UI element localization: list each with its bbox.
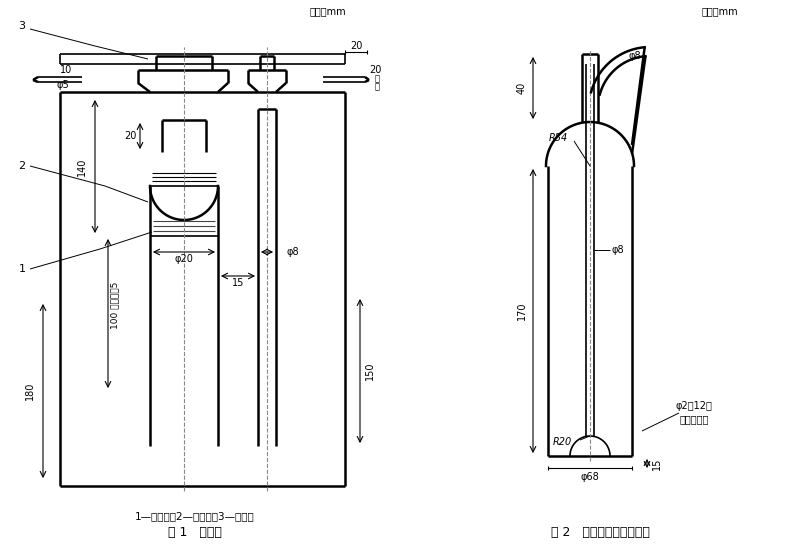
Text: 2: 2 — [18, 161, 25, 171]
Text: φ5: φ5 — [57, 80, 70, 90]
Text: 磨: 磨 — [374, 83, 379, 91]
Text: 10: 10 — [60, 65, 72, 75]
Text: φ8: φ8 — [611, 245, 624, 255]
Text: φ8: φ8 — [629, 50, 641, 60]
Text: 图 2   四氯化碳蒸气发生瓶: 图 2 四氯化碳蒸气发生瓶 — [551, 526, 649, 538]
Text: φ2－12个: φ2－12个 — [675, 401, 713, 411]
Text: φ20: φ20 — [175, 254, 194, 264]
Text: 单位：mm: 单位：mm — [702, 6, 739, 16]
Text: 100 分单位为5: 100 分单位为5 — [111, 282, 119, 329]
Text: 单位：mm: 单位：mm — [310, 6, 347, 16]
Text: φ68: φ68 — [581, 472, 600, 482]
Text: 1: 1 — [18, 264, 25, 274]
Text: 180: 180 — [25, 382, 35, 400]
Text: 20: 20 — [124, 131, 136, 141]
Text: 15: 15 — [652, 458, 662, 470]
Text: 图 1   吸附管: 图 1 吸附管 — [168, 526, 222, 538]
Text: 140: 140 — [77, 157, 87, 176]
Text: φ8: φ8 — [287, 247, 299, 257]
Text: 口: 口 — [374, 74, 379, 84]
Text: 20: 20 — [350, 41, 362, 51]
Text: R54: R54 — [548, 133, 568, 143]
Text: 150: 150 — [365, 362, 375, 380]
Text: R20: R20 — [552, 437, 572, 447]
Text: 20: 20 — [369, 65, 382, 75]
Text: 170: 170 — [517, 302, 527, 320]
Text: 3: 3 — [18, 21, 25, 31]
Text: 1—多孔板；2—吸附管；3—磨口塞: 1—多孔板；2—吸附管；3—磨口塞 — [135, 511, 255, 521]
Text: 孔球面均布: 孔球面均布 — [679, 414, 709, 424]
Text: 15: 15 — [231, 278, 244, 288]
Text: 40: 40 — [517, 82, 527, 94]
